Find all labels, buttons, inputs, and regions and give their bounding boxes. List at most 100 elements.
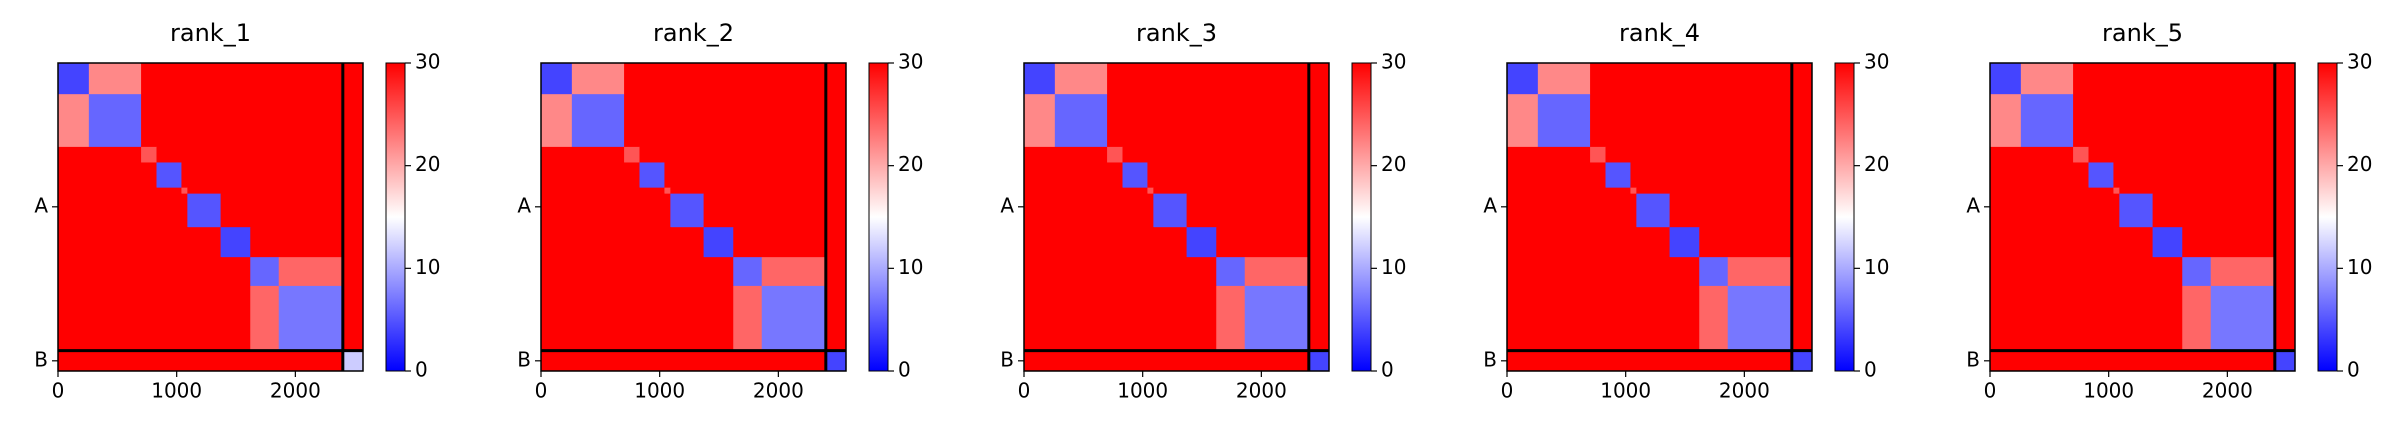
y-tick-label: B	[1483, 347, 1497, 371]
colorbar-tick-label: 10	[898, 255, 923, 279]
heatmap-cell	[1791, 193, 1813, 228]
colorbar-tick-label: 20	[1381, 152, 1406, 176]
heatmap-cell	[1636, 193, 1671, 228]
heatmap-cell	[2119, 257, 2154, 287]
heatmap-cell	[1122, 227, 1148, 258]
heatmap-cell	[1147, 227, 1154, 258]
heatmap-cell	[2073, 227, 2090, 258]
heatmap-cell	[825, 193, 847, 228]
heatmap-cell	[141, 187, 158, 195]
heatmap-cell	[1186, 187, 1217, 195]
heatmap-cell	[220, 146, 251, 163]
heatmap-cell	[2020, 285, 2074, 352]
heatmap-cell	[181, 257, 188, 287]
heatmap-cell	[1537, 193, 1591, 228]
heatmap-cell	[220, 162, 251, 189]
heatmap-cell	[88, 350, 142, 372]
heatmap-cell	[571, 227, 625, 258]
heatmap-cell	[1605, 285, 1631, 352]
heatmap-cell	[639, 162, 665, 189]
heatmap-cell	[571, 350, 625, 372]
heatmap-cell	[2073, 285, 2090, 352]
y-tick-label: A	[1966, 193, 1980, 217]
heatmap-cell	[2073, 257, 2090, 287]
heatmap-cell	[1216, 146, 1246, 163]
heatmap-cell	[1186, 63, 1217, 95]
heatmap-cell	[1107, 350, 1124, 372]
heatmap-cell	[541, 162, 573, 189]
heatmap-cell	[220, 285, 251, 352]
heatmap-cell	[1024, 227, 1056, 258]
heatmap-cell	[2073, 187, 2090, 195]
heatmap-cell	[1107, 94, 1124, 148]
heatmap-cell	[670, 257, 705, 287]
heatmap-cell	[703, 227, 734, 258]
heatmap-cell	[1186, 162, 1217, 189]
heatmap-cell	[2073, 162, 2090, 189]
heatmap-cell	[1507, 187, 1539, 195]
colorbar-tick-label: 0	[1864, 358, 1877, 382]
heatmap-cell	[156, 350, 182, 372]
heatmap-cell	[1186, 285, 1217, 352]
heatmap-cell	[187, 162, 222, 189]
heatmap-cell	[1630, 162, 1637, 189]
heatmap-cell	[541, 187, 573, 195]
heatmap-cell	[703, 94, 734, 148]
heatmap-cell	[1630, 257, 1637, 287]
heatmap-cell	[2182, 227, 2212, 258]
heatmap-cell	[1122, 350, 1148, 372]
heatmap-cell	[1636, 146, 1671, 163]
heatmap-cell	[2210, 285, 2276, 352]
heatmap-cell	[639, 285, 665, 352]
colorbar-tick-label: 30	[2347, 50, 2372, 74]
heatmap-cell	[2152, 227, 2183, 258]
heatmap-cell	[733, 146, 763, 163]
heatmap-cell	[2088, 187, 2114, 195]
heatmap-cell	[1537, 350, 1591, 372]
heatmap-cell	[664, 285, 671, 352]
heatmap-cell	[624, 227, 641, 258]
heatmap-cell	[342, 257, 364, 287]
heatmap-cell	[187, 257, 222, 287]
colorbar	[2317, 62, 2338, 372]
heatmap-cell	[1507, 227, 1539, 258]
heatmap-cell	[2210, 94, 2276, 148]
heatmap-cell	[2119, 193, 2154, 228]
heatmap-cell	[2210, 63, 2276, 95]
heatmap-cell	[733, 227, 763, 258]
heatmap-cell	[156, 227, 182, 258]
heatmap-cell	[1727, 285, 1793, 352]
heatmap-cell	[2020, 350, 2074, 372]
heatmap-cell	[670, 285, 705, 352]
heatmap-cell	[2274, 193, 2296, 228]
heatmap-cell	[342, 187, 364, 195]
heatmap-cell	[2182, 146, 2212, 163]
heatmap-cell	[181, 63, 188, 95]
heatmap-cell	[541, 227, 573, 258]
heatmap-cell	[2152, 257, 2183, 287]
heatmap-cell	[1636, 187, 1671, 195]
heatmap-cell	[1054, 193, 1108, 228]
heatmap-cell	[1244, 257, 1310, 287]
heatmap-cell	[2119, 187, 2154, 195]
heatmap-cell	[1630, 94, 1637, 148]
heatmap-cell	[571, 94, 625, 148]
heatmap-cell	[1107, 257, 1124, 287]
heatmap-cell	[1605, 350, 1631, 372]
heatmap-cell	[1727, 146, 1793, 163]
heatmap-cell	[703, 187, 734, 195]
heatmap-cell	[250, 193, 280, 228]
heatmap-cell	[1605, 63, 1631, 95]
heatmap-cell	[1216, 227, 1246, 258]
colorbar-tick-label: 20	[415, 152, 440, 176]
heatmap-cell	[342, 94, 364, 148]
heatmap-cell	[1990, 193, 2022, 228]
heatmap-cell	[761, 257, 827, 287]
heatmap-cell	[1186, 257, 1217, 287]
heatmap-cell	[1122, 187, 1148, 195]
y-tick-label: B	[517, 347, 531, 371]
heatmap-cell	[1727, 187, 1793, 195]
chart-title: rank_1	[170, 19, 251, 47]
heatmap-cell	[58, 63, 90, 95]
heatmap-cell	[2119, 94, 2154, 148]
